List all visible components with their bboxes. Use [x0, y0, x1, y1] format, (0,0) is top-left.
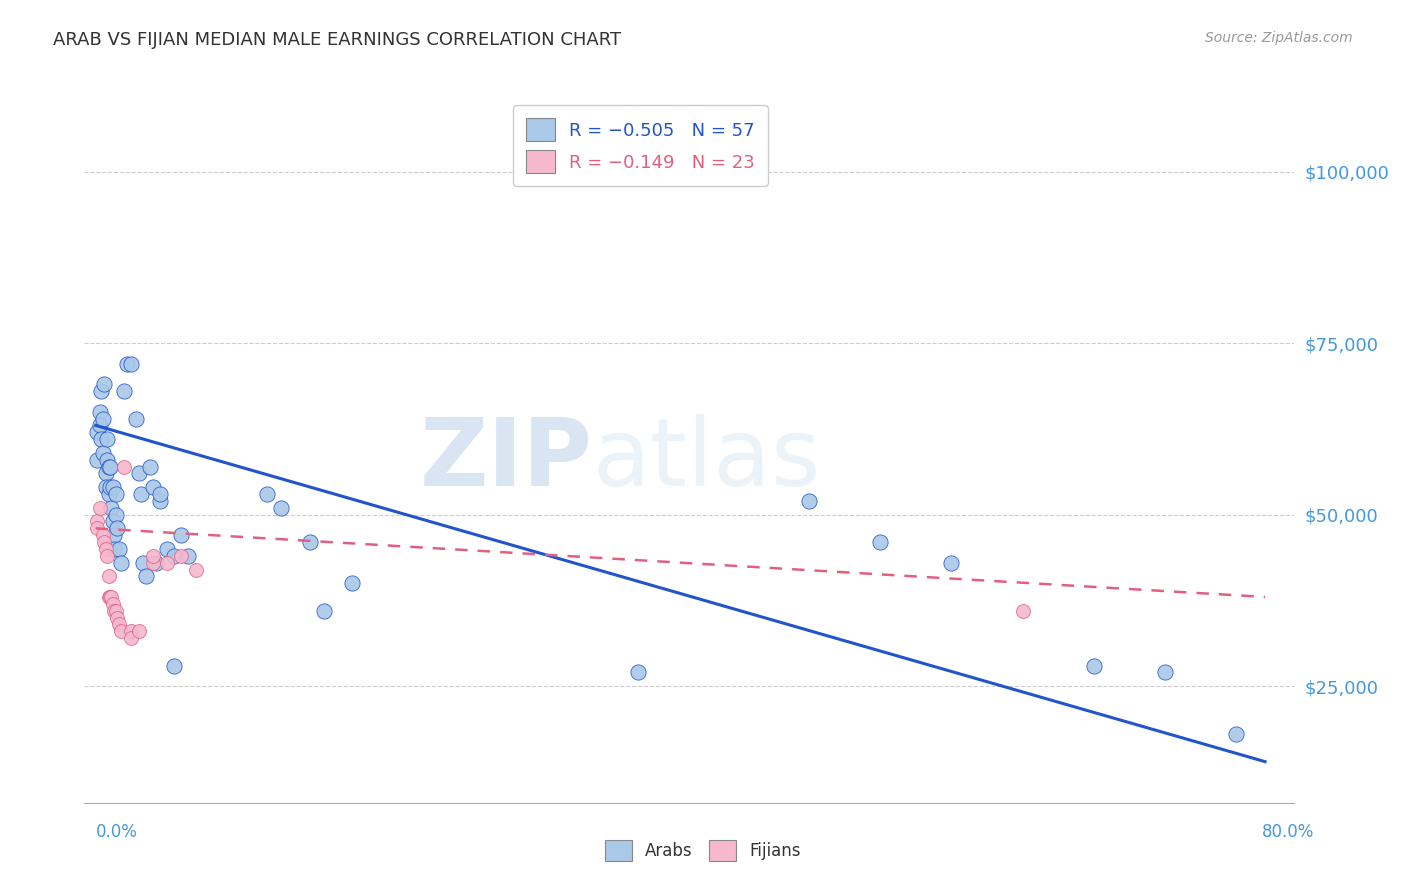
- Point: [142, 556, 165, 570]
- Legend: Arabs, Fijians: Arabs, Fijians: [599, 833, 807, 868]
- Point: [101, 597, 124, 611]
- Point: [110, 556, 132, 570]
- Point: [105, 521, 128, 535]
- Point: [170, 528, 193, 542]
- Point: [128, 467, 150, 481]
- Point: [115, 357, 138, 371]
- Point: [112, 384, 135, 398]
- Point: [145, 556, 167, 570]
- Point: [107, 541, 129, 556]
- Point: [156, 556, 179, 570]
- Point: [149, 487, 172, 501]
- Point: [142, 480, 165, 494]
- Point: [120, 624, 142, 639]
- Point: [125, 411, 148, 425]
- Point: [101, 480, 124, 494]
- Point: [1083, 658, 1105, 673]
- Point: [90, 384, 112, 398]
- Text: atlas: atlas: [592, 414, 821, 507]
- Point: [112, 459, 135, 474]
- Point: [1011, 604, 1033, 618]
- Point: [96, 432, 118, 446]
- Point: [142, 549, 165, 563]
- Point: [105, 610, 128, 624]
- Point: [103, 528, 125, 542]
- Point: [132, 556, 155, 570]
- Point: [86, 452, 108, 467]
- Point: [104, 508, 127, 522]
- Point: [89, 405, 111, 419]
- Text: 80.0%: 80.0%: [1263, 822, 1315, 840]
- Point: [93, 377, 115, 392]
- Point: [89, 418, 111, 433]
- Point: [270, 500, 292, 515]
- Point: [342, 576, 364, 591]
- Point: [91, 528, 114, 542]
- Point: [100, 590, 122, 604]
- Point: [93, 535, 115, 549]
- Point: [1225, 727, 1247, 741]
- Point: [89, 500, 111, 515]
- Point: [104, 604, 127, 618]
- Point: [97, 590, 120, 604]
- Point: [104, 487, 127, 501]
- Point: [131, 487, 153, 501]
- Point: [135, 569, 157, 583]
- Point: [149, 494, 172, 508]
- Point: [1154, 665, 1177, 680]
- Point: [139, 459, 162, 474]
- Point: [100, 500, 122, 515]
- Point: [98, 590, 121, 604]
- Point: [128, 624, 150, 639]
- Point: [163, 658, 186, 673]
- Text: ZIP: ZIP: [419, 414, 592, 507]
- Point: [184, 562, 207, 576]
- Point: [91, 446, 114, 460]
- Point: [97, 569, 120, 583]
- Point: [156, 541, 179, 556]
- Point: [98, 459, 121, 474]
- Point: [94, 467, 117, 481]
- Point: [312, 604, 335, 618]
- Point: [91, 411, 114, 425]
- Legend: R = −0.505   N = 57, R = −0.149   N = 23: R = −0.505 N = 57, R = −0.149 N = 23: [513, 105, 768, 186]
- Point: [94, 541, 117, 556]
- Point: [298, 535, 321, 549]
- Point: [163, 549, 186, 563]
- Point: [86, 521, 108, 535]
- Point: [103, 604, 125, 618]
- Point: [120, 357, 142, 371]
- Point: [869, 535, 891, 549]
- Point: [170, 549, 193, 563]
- Point: [96, 549, 118, 563]
- Text: 0.0%: 0.0%: [96, 822, 138, 840]
- Point: [97, 487, 120, 501]
- Point: [94, 480, 117, 494]
- Point: [96, 452, 118, 467]
- Point: [98, 480, 121, 494]
- Point: [86, 425, 108, 440]
- Point: [110, 624, 132, 639]
- Point: [86, 515, 108, 529]
- Point: [90, 432, 112, 446]
- Point: [120, 631, 142, 645]
- Point: [101, 515, 124, 529]
- Point: [97, 459, 120, 474]
- Point: [797, 494, 820, 508]
- Point: [103, 541, 125, 556]
- Text: Source: ZipAtlas.com: Source: ZipAtlas.com: [1205, 31, 1353, 45]
- Point: [941, 556, 963, 570]
- Point: [256, 487, 278, 501]
- Point: [177, 549, 200, 563]
- Point: [626, 665, 648, 680]
- Text: ARAB VS FIJIAN MEDIAN MALE EARNINGS CORRELATION CHART: ARAB VS FIJIAN MEDIAN MALE EARNINGS CORR…: [53, 31, 621, 49]
- Point: [107, 617, 129, 632]
